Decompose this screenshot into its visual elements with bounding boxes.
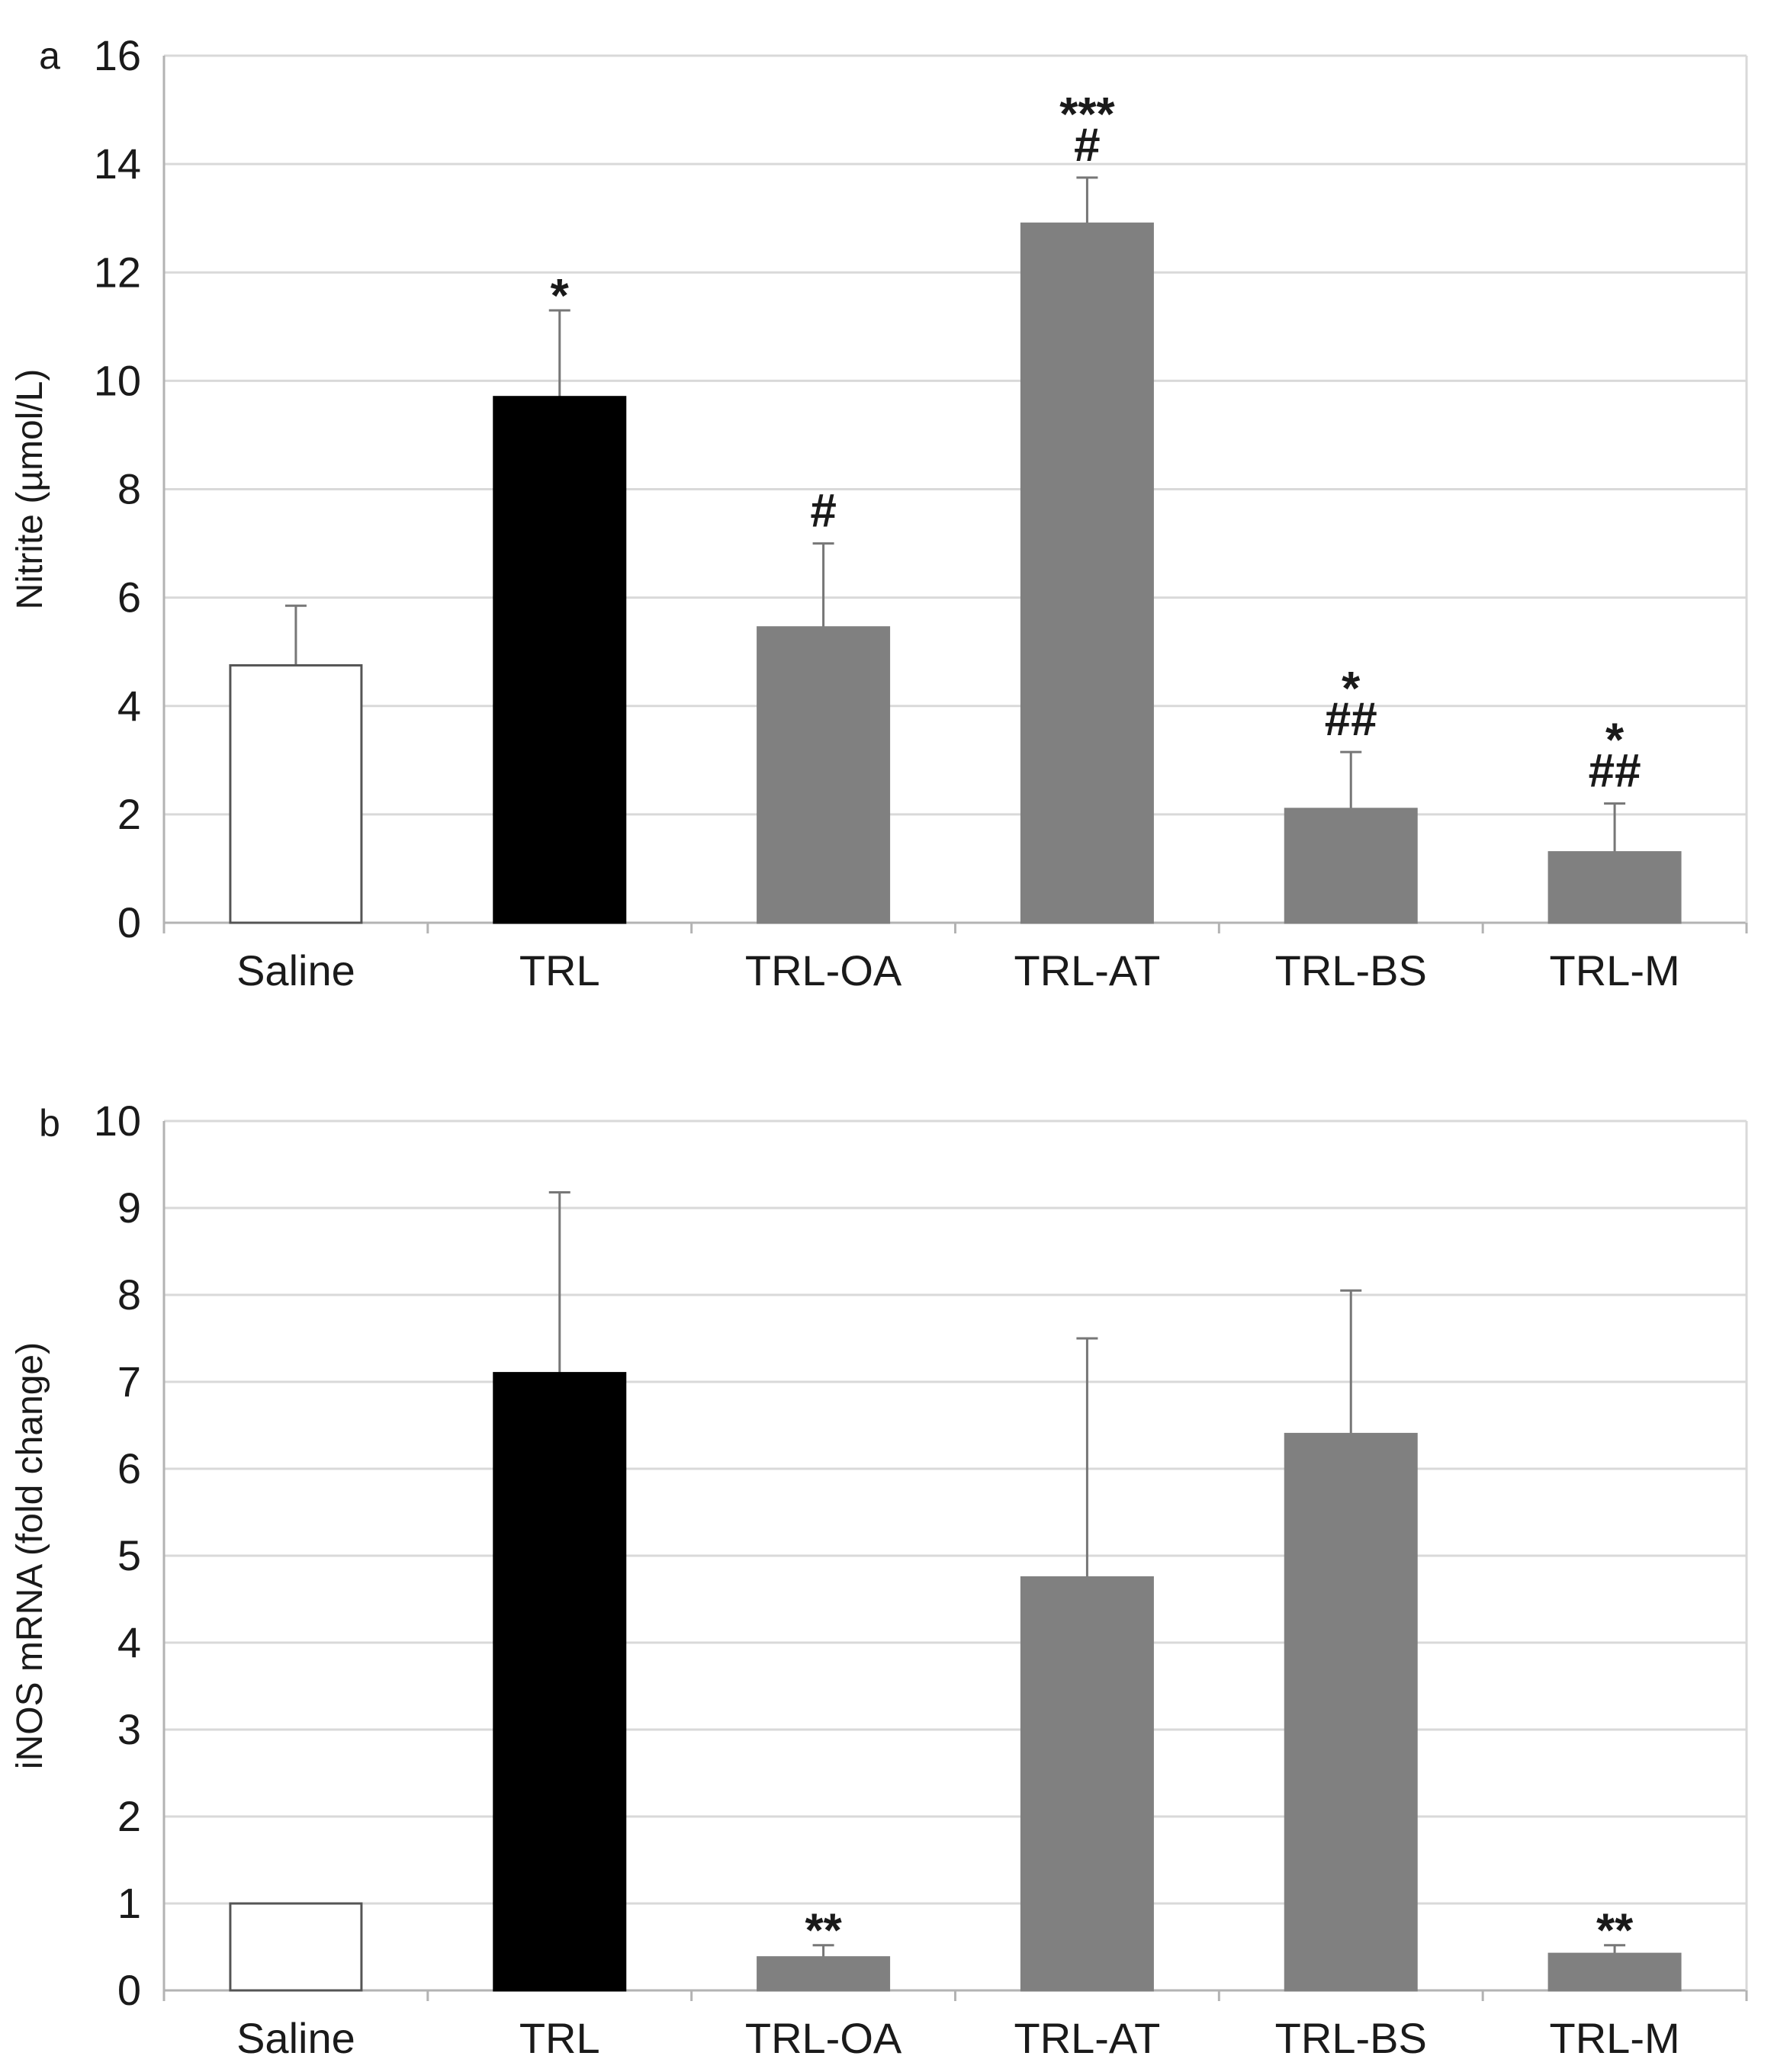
y-tick-label: 2	[117, 790, 141, 838]
bar-trl-oa	[757, 1956, 891, 1992]
y-tick-label: 4	[117, 682, 141, 730]
y-axis-title: Nitrite (µmol/L)	[10, 369, 50, 610]
bar-trl-at	[1020, 1576, 1154, 1992]
x-tick-label: TRL	[519, 2014, 600, 2062]
chart-panel-a: 0 2 4 6 8 10 12 14 16 a Nitrite (µmol/L) Saline * TRL…	[10, 31, 1748, 994]
x-tick-label: TRL-AT	[1014, 946, 1160, 994]
bar-trl	[493, 396, 627, 924]
y-tick-label: 4	[117, 1618, 141, 1666]
x-tick-label: TRL-BS	[1275, 2014, 1427, 2062]
bar-saline	[229, 1902, 363, 1992]
y-tick-label: 8	[117, 465, 141, 513]
bar-trl-bs	[1284, 1432, 1418, 1992]
bar-trl-oa	[757, 626, 891, 924]
x-tick-label: TRL-M	[1550, 2014, 1680, 2062]
bar-trl-at	[1020, 222, 1154, 924]
y-axis-title: iNOS mRNA (fold change)	[10, 1342, 50, 1769]
x-tick-label: TRL-OA	[745, 946, 902, 994]
chart-panel-b: 0 1 2 3 4 5 6 7 8 9 10 b iNOS mRNA (fold change) Sali…	[10, 1097, 1748, 2062]
y-tick-label: 9	[117, 1184, 141, 1232]
bar-saline	[229, 663, 363, 924]
y-tick-label: 14	[94, 140, 141, 188]
significance-mark: ***	[1059, 88, 1115, 141]
y-tick-label: 5	[117, 1531, 141, 1579]
bar-trl-m	[1547, 851, 1682, 924]
bar-trl-m	[1547, 1952, 1682, 1992]
y-tick-label: 3	[117, 1705, 141, 1753]
y-tick-label: 10	[94, 1097, 141, 1145]
x-tick-label: TRL-OA	[745, 2014, 902, 2062]
panel-label: a	[39, 34, 60, 77]
x-tick-label: TRL-AT	[1014, 2014, 1160, 2062]
bar-trl	[493, 1372, 627, 1992]
y-tick-label: 1	[117, 1879, 141, 1927]
y-tick-label: 0	[117, 1966, 141, 2014]
x-tick-label: Saline	[236, 2014, 355, 2062]
y-tick-label: 10	[94, 356, 141, 404]
significance-mark: ##	[1325, 693, 1377, 746]
x-tick-label: TRL-M	[1550, 946, 1680, 994]
x-tick-label: TRL-BS	[1275, 946, 1427, 994]
y-tick-label: 16	[94, 31, 141, 79]
significance-mark: **	[1596, 1905, 1634, 1958]
significance-mark: #	[1074, 119, 1100, 172]
y-tick-label: 6	[117, 573, 141, 622]
panel-label: b	[39, 1102, 60, 1145]
significance-mark: *	[1342, 663, 1361, 715]
y-tick-label: 2	[117, 1792, 141, 1840]
y-tick-label: 7	[117, 1357, 141, 1405]
significance-mark: *	[551, 270, 570, 323]
significance-mark: **	[805, 1905, 842, 1958]
significance-mark: ##	[1589, 745, 1641, 798]
y-tick-label: 0	[117, 898, 141, 946]
y-tick-label: 6	[117, 1444, 141, 1492]
y-tick-label: 12	[94, 248, 141, 296]
significance-mark: #	[810, 485, 836, 538]
y-tick-label: 8	[117, 1271, 141, 1319]
significance-mark: *	[1605, 715, 1625, 767]
bar-trl-bs	[1284, 808, 1418, 924]
x-tick-label: Saline	[236, 946, 355, 994]
x-tick-label: TRL	[519, 946, 600, 994]
